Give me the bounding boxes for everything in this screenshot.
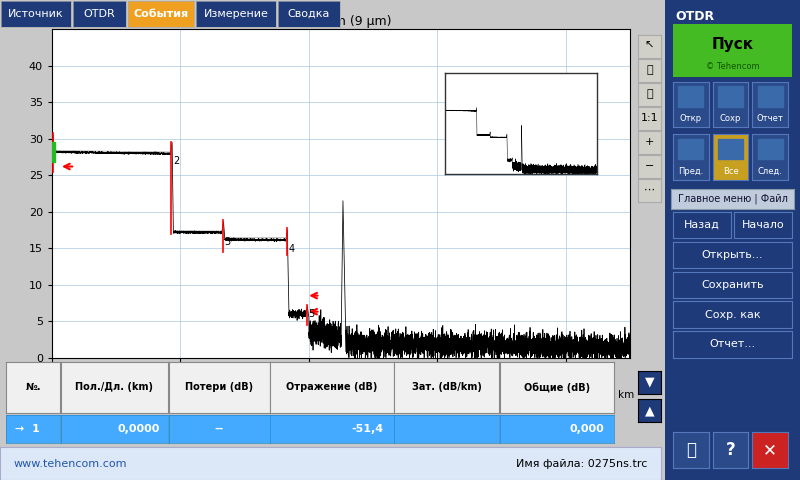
Text: OTDR: OTDR (676, 10, 715, 24)
Text: Сохр: Сохр (720, 115, 741, 123)
Bar (758, 139, 782, 159)
Text: След.: След. (758, 168, 782, 176)
Text: Пуск: Пуск (711, 36, 754, 51)
Title: 1550 nm (9 μm): 1550 nm (9 μm) (290, 15, 392, 28)
Text: Пред.: Пред. (678, 168, 703, 176)
Text: ⓘ: ⓘ (686, 441, 696, 459)
Text: Сводка: Сводка (288, 9, 330, 19)
Text: Начало: Начало (742, 220, 784, 230)
Text: Все: Все (722, 168, 738, 176)
Text: 1:1: 1:1 (641, 113, 658, 123)
Text: OTDR: OTDR (84, 9, 115, 19)
Text: Общие (dB): Общие (dB) (524, 382, 590, 393)
Text: ⤢: ⤢ (646, 89, 653, 99)
Text: ✋: ✋ (646, 65, 653, 75)
Text: Измерение: Измерение (203, 9, 269, 19)
Text: 0,0000: 0,0000 (117, 424, 159, 434)
Text: Отражение (dB): Отражение (dB) (286, 383, 378, 393)
Text: Сохр. как: Сохр. как (705, 310, 760, 320)
Text: Откр: Откр (680, 115, 702, 123)
Text: →  1: → 1 (10, 424, 39, 434)
Bar (718, 86, 743, 107)
Text: © Tehencom: © Tehencom (706, 62, 759, 71)
Text: Сохранить: Сохранить (702, 280, 764, 290)
Text: -51,4: -51,4 (352, 424, 384, 434)
Text: Отчет: Отчет (757, 115, 784, 123)
Text: Источник: Источник (8, 9, 64, 19)
Text: 3: 3 (225, 237, 231, 247)
Text: Пол./Дл. (km): Пол./Дл. (km) (75, 383, 154, 393)
Text: --: -- (214, 424, 224, 434)
Text: www.tehencom.com: www.tehencom.com (14, 459, 126, 468)
Text: ▼: ▼ (645, 375, 654, 389)
Text: Главное меню | Файл: Главное меню | Файл (678, 194, 787, 204)
Text: −: − (645, 161, 654, 171)
Text: Назад: Назад (684, 220, 720, 230)
Bar (758, 86, 782, 107)
Text: 4: 4 (289, 244, 295, 254)
Text: Отчет...: Отчет... (710, 339, 755, 349)
Text: Имя файла: 0275ns.trc: Имя файла: 0275ns.trc (516, 459, 648, 468)
Text: Потери (dB): Потери (dB) (185, 383, 254, 393)
Text: №.: №. (26, 383, 41, 393)
Text: Зат. (dB/km): Зат. (dB/km) (412, 383, 482, 393)
Text: km: km (618, 390, 634, 400)
Text: 2: 2 (174, 156, 180, 167)
Bar (678, 139, 703, 159)
Bar (718, 139, 743, 159)
Text: ⋯: ⋯ (644, 185, 655, 195)
Text: 5: 5 (308, 310, 314, 320)
Text: Открыть...: Открыть... (702, 250, 763, 260)
Text: ✕: ✕ (763, 441, 777, 459)
Text: События: События (134, 9, 189, 19)
Text: ?: ? (726, 441, 735, 459)
Text: ↖: ↖ (645, 41, 654, 51)
Text: 0,000: 0,000 (570, 424, 605, 434)
Bar (678, 86, 703, 107)
Text: +: + (645, 137, 654, 147)
Text: ▲: ▲ (645, 404, 654, 418)
Bar (52, 142, 55, 162)
